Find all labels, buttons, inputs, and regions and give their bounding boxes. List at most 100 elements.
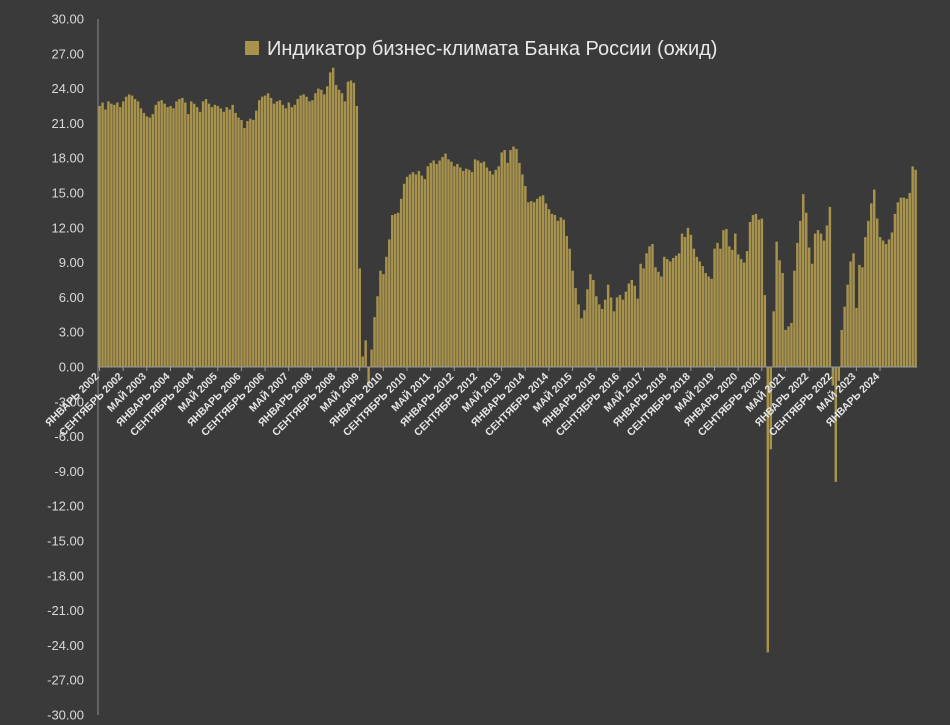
bar xyxy=(323,94,326,368)
bar xyxy=(725,228,728,367)
bar xyxy=(246,121,249,367)
bar xyxy=(736,254,740,367)
bar xyxy=(813,233,817,367)
bar xyxy=(497,166,500,367)
y-tick-label: -3.00 xyxy=(54,394,84,409)
bar xyxy=(875,218,879,367)
bar xyxy=(710,278,713,367)
bar xyxy=(284,108,288,367)
bar xyxy=(603,299,607,367)
bar xyxy=(104,109,107,367)
bar xyxy=(713,248,716,367)
bar xyxy=(305,96,308,367)
bar xyxy=(742,262,746,367)
bar xyxy=(666,259,669,367)
bar xyxy=(719,248,722,367)
bar xyxy=(683,237,687,367)
bar xyxy=(204,99,208,367)
bar xyxy=(766,367,770,653)
bar xyxy=(671,257,675,367)
y-tick-label: -18.00 xyxy=(47,568,84,583)
bar xyxy=(802,194,805,367)
bar xyxy=(355,106,359,367)
bar xyxy=(887,239,891,367)
bar xyxy=(391,215,394,367)
bar xyxy=(272,103,276,368)
bar xyxy=(240,119,243,367)
bar xyxy=(748,222,752,367)
bar xyxy=(467,169,471,367)
bar xyxy=(370,349,373,367)
bar xyxy=(116,102,119,368)
bar xyxy=(234,112,237,368)
bar xyxy=(317,88,320,367)
bar xyxy=(831,367,835,386)
bar xyxy=(745,251,749,367)
bar xyxy=(754,213,758,367)
bar xyxy=(822,240,826,367)
bar xyxy=(249,118,252,367)
bar xyxy=(340,93,344,368)
bar xyxy=(870,203,873,367)
bar xyxy=(618,295,622,367)
bar xyxy=(394,213,397,367)
bar xyxy=(190,101,193,368)
bar xyxy=(846,284,849,367)
y-tick-label: -15.00 xyxy=(47,534,84,549)
bar xyxy=(133,99,137,367)
bar xyxy=(532,202,536,367)
bar xyxy=(122,101,125,368)
bar xyxy=(187,114,190,368)
bar xyxy=(210,107,214,367)
bar xyxy=(287,102,291,368)
bar xyxy=(642,268,645,367)
bar xyxy=(807,247,811,367)
legend: Индикатор бизнес-климата Банка России (о… xyxy=(245,38,717,60)
bar xyxy=(538,196,542,367)
bar xyxy=(139,108,143,367)
bar xyxy=(255,110,258,367)
y-tick-label: 24.00 xyxy=(51,81,84,96)
bar xyxy=(509,150,512,367)
bar xyxy=(825,225,829,367)
bar xyxy=(609,297,613,367)
y-tick-label: -30.00 xyxy=(47,708,84,721)
bar xyxy=(816,230,820,367)
bar xyxy=(630,280,634,367)
bar xyxy=(432,160,435,367)
bar xyxy=(379,270,382,367)
bar xyxy=(905,198,908,367)
bar xyxy=(453,166,456,367)
bar xyxy=(110,103,113,368)
bar xyxy=(595,296,598,367)
bar xyxy=(586,289,589,367)
bar xyxy=(524,186,527,367)
bar xyxy=(790,322,793,367)
bar xyxy=(541,195,545,367)
bar xyxy=(867,220,870,367)
bar xyxy=(450,161,453,367)
bar xyxy=(423,179,427,367)
bar xyxy=(663,256,666,367)
bars-group xyxy=(98,67,917,653)
bar xyxy=(408,174,412,367)
y-tick-label: 3.00 xyxy=(59,325,84,340)
bar xyxy=(130,95,134,367)
bar xyxy=(568,248,571,367)
bar xyxy=(760,218,764,367)
bar xyxy=(911,166,914,367)
bar xyxy=(739,259,743,367)
bar xyxy=(252,119,255,367)
bar xyxy=(772,311,775,367)
y-tick-label: -6.00 xyxy=(54,429,84,444)
bar xyxy=(485,167,489,367)
bar xyxy=(639,263,642,367)
bar xyxy=(98,106,101,367)
y-tick-label: -27.00 xyxy=(47,673,84,688)
bar xyxy=(148,117,152,367)
bar xyxy=(775,241,778,367)
bar xyxy=(657,271,660,367)
bar xyxy=(343,101,347,368)
